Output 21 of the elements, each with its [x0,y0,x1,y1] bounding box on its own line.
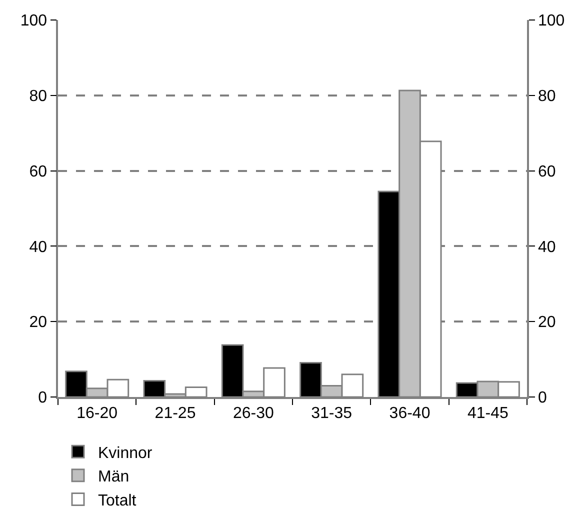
legend-label: Män [98,468,130,486]
legend-label: Kvinnor [98,444,153,462]
y2-tick-label: 60 [538,163,556,180]
x-tick-label: 21-25 [154,404,196,422]
x-tick-label: 16-20 [76,404,118,422]
legend-label: Totalt [98,492,137,510]
y2-tick-label: 80 [538,88,556,105]
y-tick-label: 80 [29,88,48,105]
y-tick-label: 60 [29,163,48,180]
y2-tick-label: 100 [538,12,565,30]
y-tick-label: 100 [20,12,48,30]
y2-tick-label: 0 [538,390,547,407]
y-tick-label: 0 [38,390,48,407]
x-tick-label: 36-40 [389,404,430,422]
x-tick-label: 31-35 [311,404,352,422]
x-tick-label: 41-45 [467,404,508,422]
y2-tick-label: 20 [538,314,556,332]
y2-tick-label: 40 [538,238,556,256]
x-tick-label: 26-30 [232,404,274,422]
y-tick-label: 20 [29,314,48,332]
y-tick-label: 40 [29,238,48,256]
